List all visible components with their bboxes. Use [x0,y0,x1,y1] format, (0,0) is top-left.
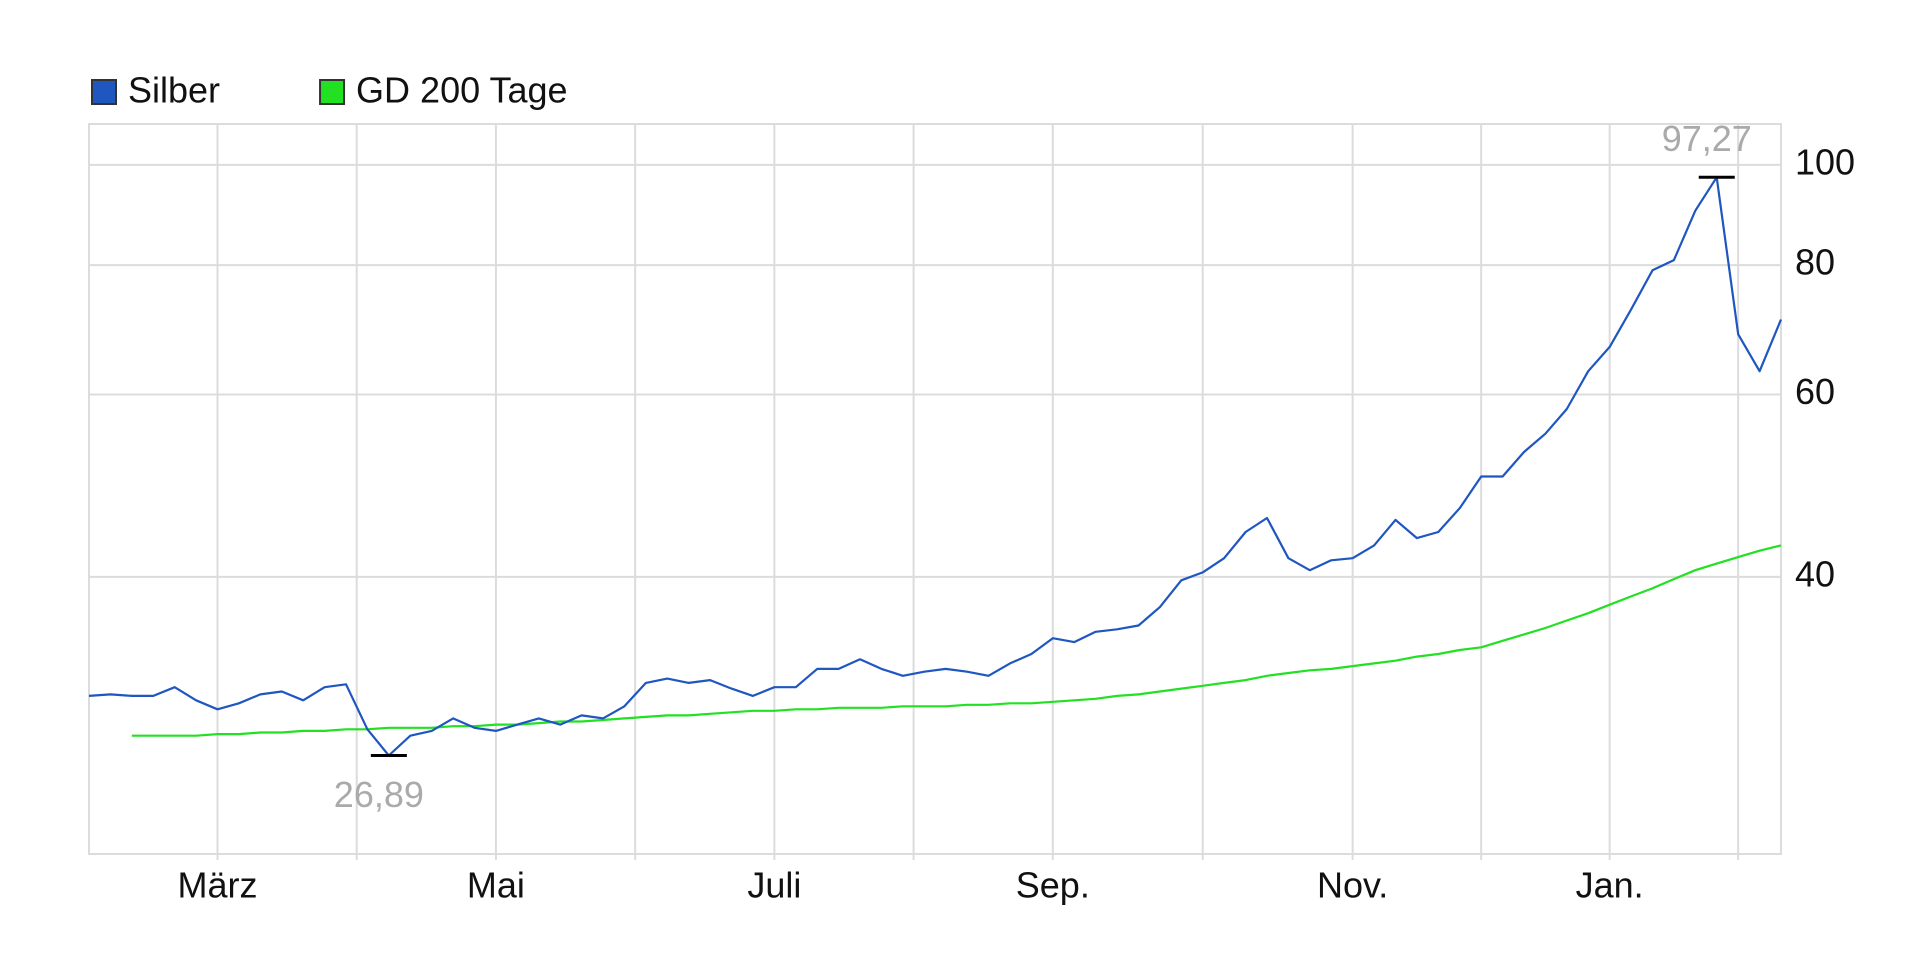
legend-label: GD 200 Tage [356,70,567,111]
series-line [88,176,1783,757]
y-tick-label: 80 [1795,242,1835,283]
y-tick-label: 60 [1795,371,1835,412]
y-tick-label: 100 [1795,141,1855,182]
x-tick-label: Mai [467,865,525,906]
value-label: 26,89 [334,774,424,815]
legend-swatch [91,79,117,105]
plot-area [88,123,1782,855]
x-tick-label: März [178,865,258,906]
series-line [131,544,1782,737]
x-tick-label: Nov. [1317,865,1388,906]
x-tick-label: Juli [747,865,801,906]
legend-swatch [319,79,346,105]
y-tick-label: 40 [1795,553,1835,594]
x-tick-label: Sep. [1016,865,1090,906]
x-tick-label: Jan. [1576,865,1644,906]
legend-label: Silber [128,70,220,111]
value-label: 97,27 [1662,118,1752,159]
